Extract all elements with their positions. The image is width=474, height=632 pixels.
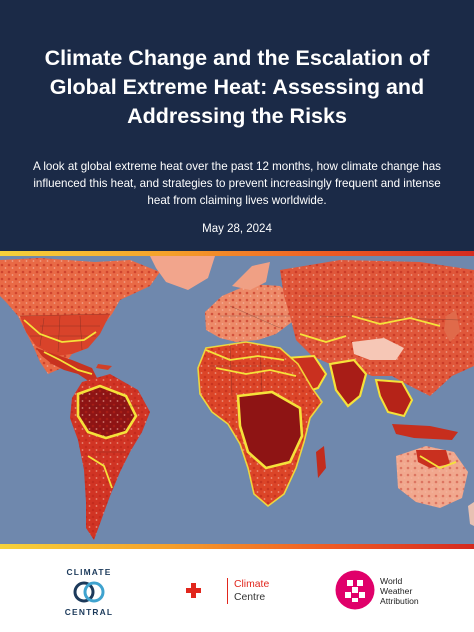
climate-central-rings-icon (73, 581, 105, 603)
japan (444, 310, 460, 342)
tibet-plateau (352, 338, 404, 360)
new-zealand (468, 502, 474, 526)
wwa-line3: Attribution (380, 595, 419, 606)
report-title: Climate Change and the Escalation of Glo… (44, 46, 430, 128)
usa-region (20, 314, 110, 356)
world-weather-attribution-wordmark: World Weather Attribution (380, 576, 419, 606)
red-crescent-icon (207, 583, 215, 599)
bottom-gradient-stripe (0, 544, 474, 549)
south-asia-highlight (330, 360, 366, 406)
climate-centre-line2: Centre (234, 592, 266, 603)
climate-central-logo: CLIMATE CENTRAL (58, 567, 120, 619)
north-australia-highlight (416, 450, 450, 468)
southeast-asia (376, 380, 412, 416)
logo-divider (227, 578, 228, 604)
caribbean (96, 364, 112, 370)
report-header: Climate Change and the Escalation of Glo… (0, 0, 474, 251)
world-weather-attribution-icon (335, 570, 375, 610)
scandinavia (232, 262, 270, 290)
climate-central-logo-bottom: CENTRAL (64, 607, 114, 617)
madagascar (316, 446, 326, 478)
publication-date: May 28, 2024 (202, 223, 272, 235)
report-subtitle: A look at global extreme heat over the p… (33, 160, 441, 207)
central-africa-highlight (238, 392, 302, 468)
red-cross-icon (186, 583, 201, 598)
world-heat-map (0, 256, 474, 544)
greenland (150, 256, 215, 290)
wwa-line2: Weather (380, 585, 413, 596)
partner-logos-footer (0, 549, 474, 632)
indonesia (392, 424, 458, 440)
climate-central-logo-top: CLIMATE (66, 567, 112, 577)
top-gradient-stripe (0, 251, 474, 256)
wwa-line1: World (380, 576, 403, 586)
climate-centre-line1: Climate (234, 579, 270, 590)
